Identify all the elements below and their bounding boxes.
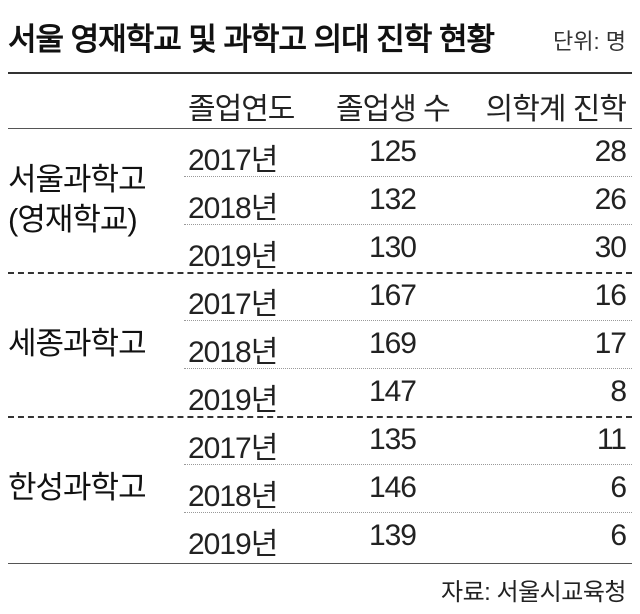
school-label: 세종과학고 [8, 324, 147, 364]
school-label: 서울과학고 (영재학교) [8, 160, 147, 240]
cell-year: 2017년 [188, 288, 278, 321]
cell-year: 2019년 [188, 384, 278, 417]
cell-graduates: 139 [368, 519, 417, 552]
cell-graduates: 146 [368, 471, 417, 504]
cell-medical: 6 [610, 519, 627, 552]
school-label-line: 서울과학고 [8, 162, 147, 197]
cell-medical: 26 [594, 183, 627, 216]
row-divider [184, 464, 632, 465]
row-divider [184, 320, 632, 321]
cell-year: 2017년 [188, 144, 278, 177]
column-header-graduates: 졸업생 수 [336, 93, 451, 126]
group-divider [8, 272, 632, 274]
cell-graduates: 130 [368, 231, 417, 264]
cell-graduates: 167 [368, 279, 417, 312]
row-divider [184, 512, 632, 513]
school-label-line: 한성과학고 [8, 470, 147, 505]
cell-medical: 30 [594, 231, 627, 264]
cell-graduates: 132 [368, 183, 417, 216]
table-header: 졸업연도 졸업생 수 의학계 진학 [0, 78, 640, 128]
school-label-line: 세종과학고 [8, 326, 147, 361]
cell-medical: 8 [610, 375, 627, 408]
cell-year: 2019년 [188, 528, 278, 561]
cell-medical: 6 [610, 471, 627, 504]
column-header-year: 졸업연도 [188, 93, 295, 126]
chart-title: 서울 영재학교 및 과학고 의대 진학 현황 [8, 22, 495, 57]
cell-medical: 16 [594, 279, 627, 312]
cell-year: 2017년 [188, 432, 278, 465]
cell-year: 2018년 [188, 336, 278, 369]
header-rule [8, 128, 632, 129]
bottom-rule [8, 563, 632, 564]
cell-graduates: 135 [368, 423, 417, 456]
cell-graduates: 147 [368, 375, 417, 408]
school-label-line: (영재학교) [8, 202, 138, 237]
top-rule [8, 72, 632, 74]
cell-graduates: 125 [368, 135, 417, 168]
cell-graduates: 169 [368, 327, 417, 360]
cell-medical: 11 [596, 423, 627, 456]
unit-label: 단위: 명 [553, 29, 626, 54]
cell-year: 2018년 [188, 480, 278, 513]
source-note: 자료: 서울시교육청 [441, 579, 626, 606]
row-divider [184, 368, 632, 369]
cell-year: 2019년 [188, 240, 278, 273]
row-divider [184, 176, 632, 177]
row-divider [184, 224, 632, 225]
column-header-medical: 의학계 진학 [485, 93, 627, 126]
cell-medical: 28 [594, 135, 627, 168]
cell-medical: 17 [594, 327, 627, 360]
group-divider [8, 416, 632, 418]
school-label: 한성과학고 [8, 468, 147, 508]
cell-year: 2018년 [188, 192, 278, 225]
